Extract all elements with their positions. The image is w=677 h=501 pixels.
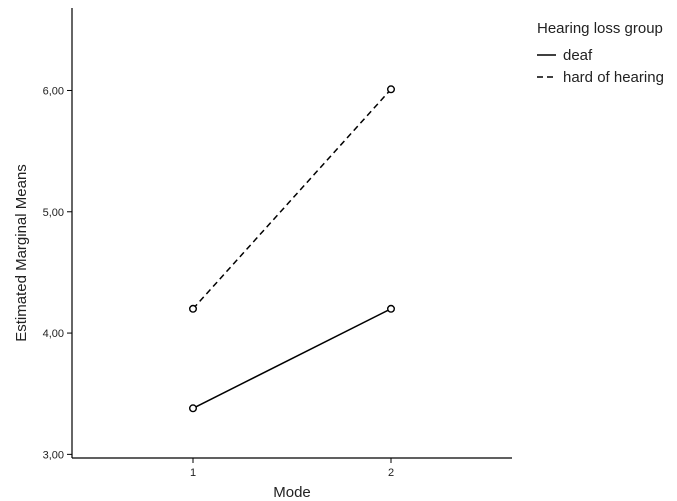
legend: Hearing loss group deaf hard of hearing xyxy=(537,20,664,86)
legend-label: deaf xyxy=(563,47,593,64)
series-hard-of-hearing xyxy=(188,85,396,313)
y-tick-label: 5,00 xyxy=(43,207,64,219)
axes xyxy=(71,8,512,459)
legend-item: deaf xyxy=(537,47,593,64)
series-line xyxy=(192,308,392,409)
y-tick-label: 4,00 xyxy=(43,328,64,340)
x-axis-title: Mode xyxy=(273,484,311,501)
series-line xyxy=(192,88,392,310)
legend-title: Hearing loss group xyxy=(537,20,663,37)
series-group xyxy=(188,85,396,413)
series-deaf xyxy=(188,304,396,413)
data-point xyxy=(188,404,197,413)
legend-label: hard of hearing xyxy=(563,69,664,86)
x-tick-label: 2 xyxy=(388,467,394,479)
legend-items: deaf hard of hearing xyxy=(537,47,664,86)
y-ticks: 3,00 4,00 5,00 6,00 xyxy=(43,85,72,461)
data-point xyxy=(387,85,396,94)
x-tick-label: 1 xyxy=(190,467,196,479)
data-point xyxy=(188,304,197,313)
y-tick-label: 3,00 xyxy=(43,449,64,461)
legend-item: hard of hearing xyxy=(537,69,664,86)
y-axis-title: Estimated Marginal Means xyxy=(13,164,30,342)
data-point xyxy=(387,304,396,313)
y-tick-label: 6,00 xyxy=(43,85,64,97)
